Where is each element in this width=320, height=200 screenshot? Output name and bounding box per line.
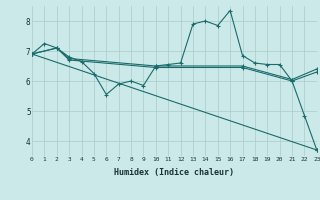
X-axis label: Humidex (Indice chaleur): Humidex (Indice chaleur) [115,168,234,177]
